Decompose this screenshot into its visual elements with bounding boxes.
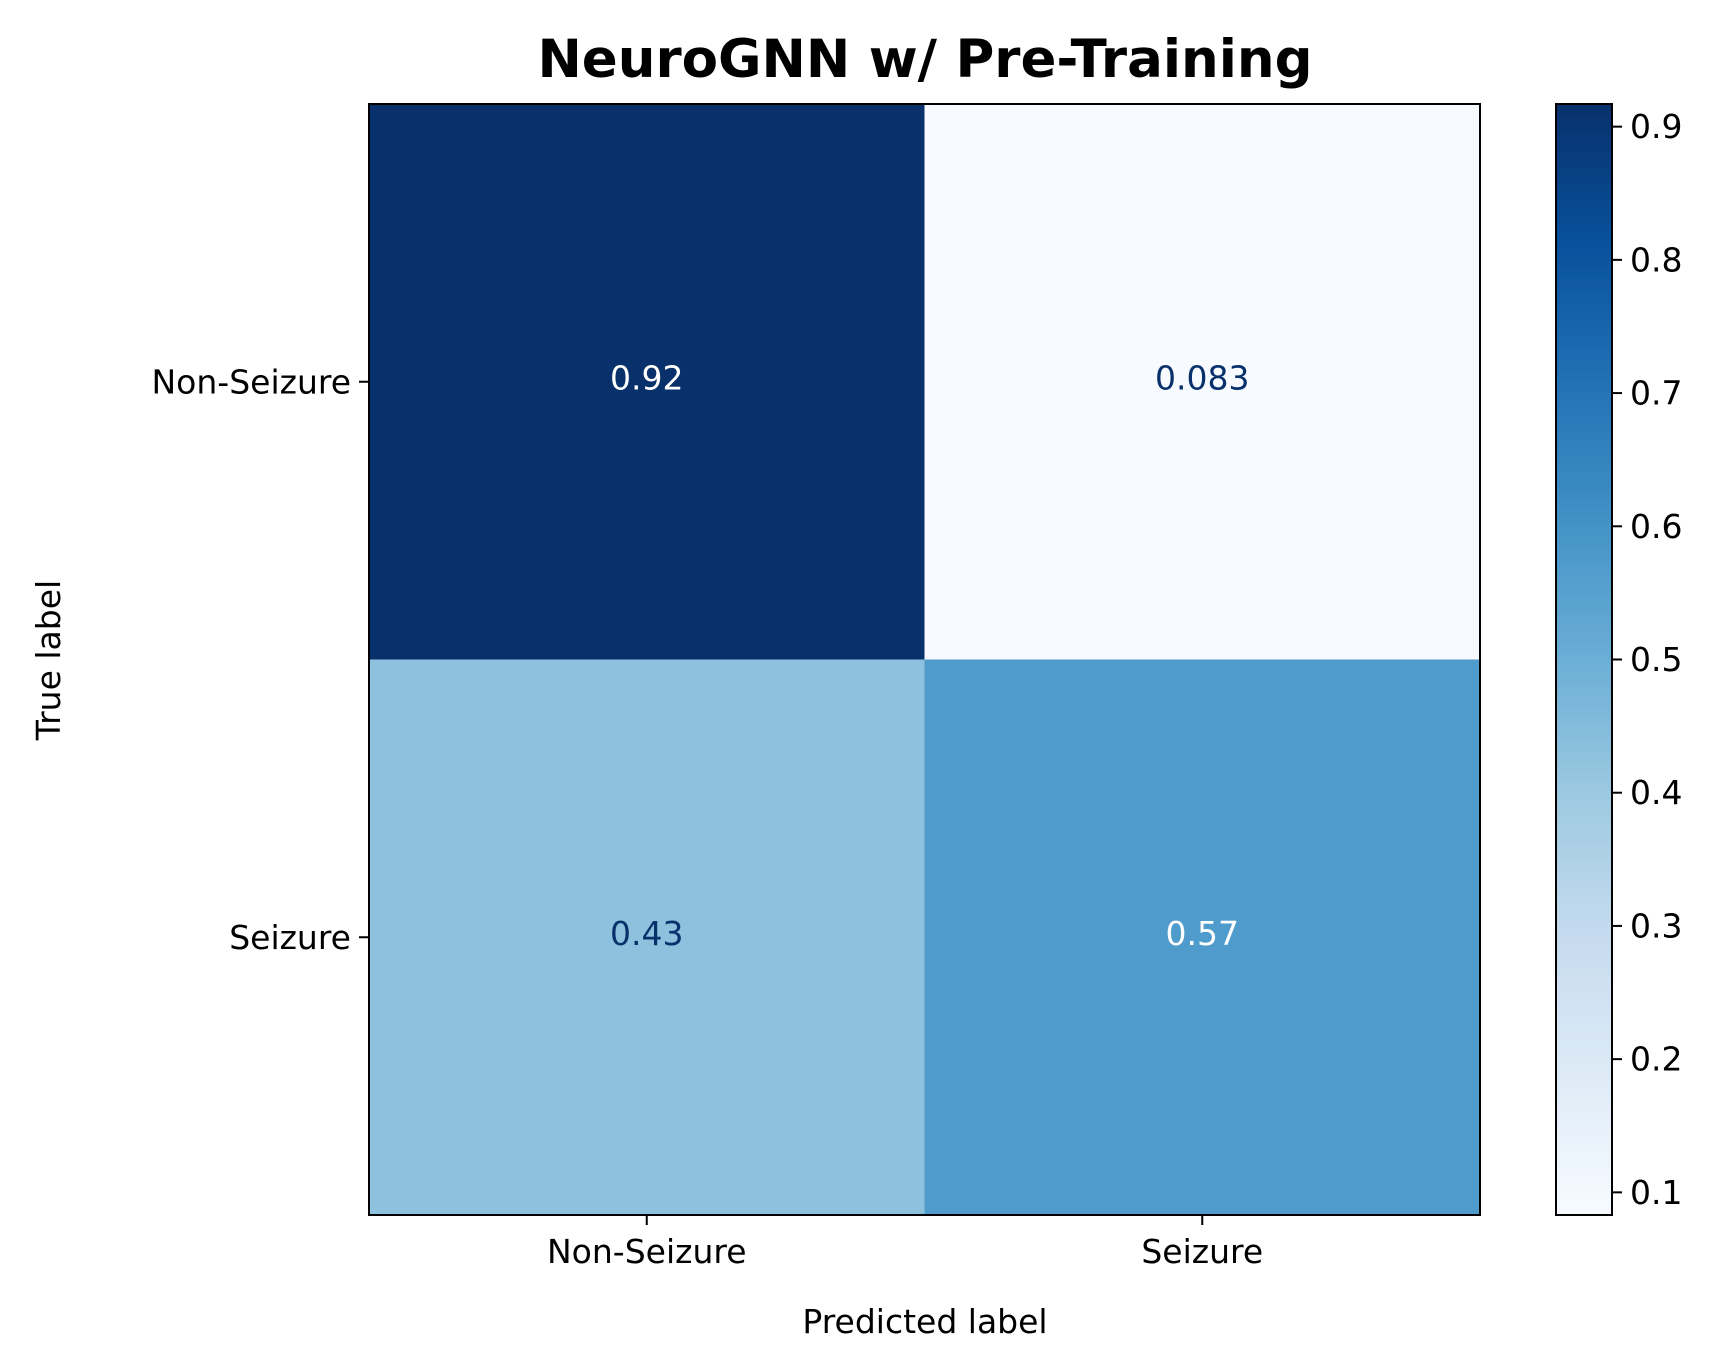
heatmap-cells — [369, 104, 1481, 1216]
colorbar-tick-label: 0.4 — [1630, 773, 1682, 812]
x-axis: Non-Seizure Seizure — [547, 1215, 1263, 1271]
colorbar — [1555, 103, 1613, 1216]
y-axis-label: True label — [29, 580, 68, 741]
cell-value-label: 0.083 — [1155, 358, 1249, 397]
cell-value-label: 0.92 — [610, 358, 683, 397]
y-tick-label: Seizure — [229, 918, 351, 957]
x-axis-label: Predicted label — [802, 1302, 1047, 1341]
colorbar-tick-label: 0.5 — [1630, 640, 1682, 679]
heatmap-cell-labels: 0.92 0.083 0.43 0.57 — [610, 358, 1249, 953]
colorbar-tick-label: 0.8 — [1630, 240, 1682, 279]
plot-frame — [368, 103, 1481, 1216]
x-tick-label: Seizure — [1141, 1232, 1263, 1271]
colorbar-tick-label: 0.6 — [1630, 507, 1682, 546]
heatmap-cell — [924, 104, 1481, 660]
cell-value-label: 0.57 — [1166, 914, 1239, 953]
y-tick-label: Non-Seizure — [152, 362, 352, 401]
x-tick-label: Non-Seizure — [547, 1232, 747, 1271]
colorbar-tick-label: 0.1 — [1630, 1173, 1682, 1212]
colorbar-tick-label: 0.9 — [1630, 107, 1682, 146]
colorbar-axis: 0.1 0.2 0.3 0.4 0.5 0.6 0.7 0.8 0.9 — [1612, 107, 1682, 1212]
cell-value-label: 0.43 — [610, 914, 683, 953]
heatmap-cell — [369, 659, 925, 1216]
colorbar-tick-label: 0.7 — [1630, 374, 1682, 413]
chart-title: NeuroGNN w/ Pre-Training — [537, 29, 1312, 90]
heatmap-cell — [369, 104, 925, 660]
colorbar-tick-label: 0.3 — [1630, 906, 1682, 945]
y-axis: Non-Seizure Seizure — [152, 362, 369, 957]
colorbar-tick-label: 0.2 — [1630, 1040, 1682, 1079]
heatmap-cell — [924, 659, 1481, 1216]
